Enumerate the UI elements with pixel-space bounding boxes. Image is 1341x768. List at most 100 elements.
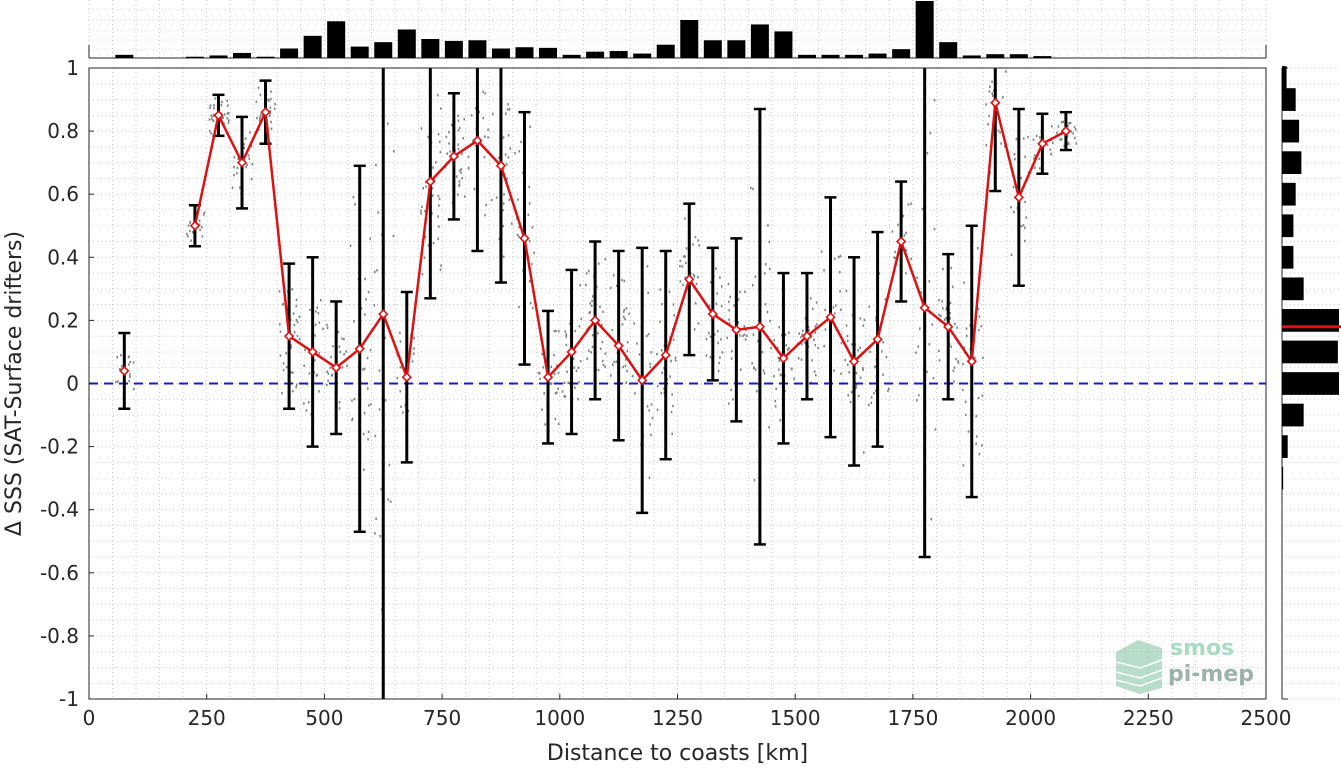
scatter-point bbox=[440, 107, 442, 110]
scatter-point bbox=[425, 185, 427, 188]
x-tick-label: 250 bbox=[188, 706, 226, 730]
scatter-point bbox=[296, 334, 299, 338]
scatter-point bbox=[250, 177, 253, 181]
scatter-point bbox=[814, 343, 817, 347]
scatter-point bbox=[622, 310, 625, 313]
scatter-point bbox=[1074, 128, 1077, 131]
scatter-point bbox=[461, 177, 464, 180]
scatter-point bbox=[800, 342, 803, 346]
scatter-point bbox=[233, 165, 235, 169]
scatter-point bbox=[781, 333, 783, 337]
right-hist-bar bbox=[1282, 466, 1284, 490]
scatter-point bbox=[550, 365, 553, 369]
scatter-point bbox=[343, 337, 345, 341]
scatter-point bbox=[457, 147, 460, 151]
scatter-point bbox=[508, 198, 511, 201]
scatter-point bbox=[220, 103, 223, 107]
scatter-point bbox=[671, 393, 673, 396]
scatter-point bbox=[432, 241, 435, 245]
scatter-point bbox=[621, 278, 623, 282]
top-hist-bar bbox=[491, 48, 510, 58]
scatter-point bbox=[649, 423, 652, 426]
mean-marker bbox=[472, 135, 483, 146]
scatter-point bbox=[399, 331, 401, 335]
scatter-point bbox=[506, 108, 509, 111]
scatter-point bbox=[599, 347, 602, 350]
top-hist-bar bbox=[468, 40, 487, 58]
x-tick-label: 1500 bbox=[770, 706, 821, 730]
scatter-point bbox=[565, 343, 568, 347]
scatter-point bbox=[268, 114, 271, 118]
top-hist-bar bbox=[774, 31, 793, 58]
scatter-point bbox=[274, 102, 276, 106]
scatter-point bbox=[988, 90, 991, 93]
scatter-point bbox=[458, 126, 461, 130]
scatter-point bbox=[503, 193, 505, 196]
scatter-point bbox=[518, 150, 521, 153]
scatter-point bbox=[514, 152, 516, 155]
scatter-point bbox=[226, 112, 229, 115]
scatter-point bbox=[550, 382, 553, 385]
y-tick-label: 0.4 bbox=[47, 245, 79, 269]
mean-marker bbox=[1013, 192, 1024, 203]
top-hist-bar bbox=[797, 54, 816, 58]
scatter-point bbox=[1003, 145, 1006, 148]
scatter-point bbox=[187, 235, 189, 238]
scatter-point bbox=[902, 214, 905, 218]
scatter-point bbox=[682, 255, 685, 258]
scatter-point bbox=[577, 397, 580, 401]
scatter-point bbox=[728, 321, 731, 325]
scatter-point bbox=[541, 408, 543, 411]
scatter-point bbox=[774, 399, 777, 403]
scatter-point bbox=[367, 387, 369, 390]
mean-markers bbox=[119, 97, 1072, 386]
scatter-point bbox=[672, 303, 675, 306]
top-hist-bar bbox=[1009, 54, 1028, 58]
scatter-point bbox=[575, 369, 578, 373]
scatter-point bbox=[1005, 70, 1007, 73]
scatter-point bbox=[448, 131, 450, 134]
scatter-point bbox=[628, 312, 630, 316]
scatter-point bbox=[597, 332, 599, 335]
scatter-point bbox=[529, 301, 532, 305]
scatter-point bbox=[189, 229, 191, 233]
scatter-point bbox=[928, 343, 931, 346]
scatter-point bbox=[1020, 224, 1023, 228]
scatter-point bbox=[341, 366, 344, 369]
scatter-point bbox=[933, 99, 936, 102]
scatter-point bbox=[553, 353, 555, 357]
scatter-point bbox=[318, 352, 320, 355]
scatter-point bbox=[709, 355, 712, 359]
scatter-point bbox=[322, 327, 324, 331]
scatter-point bbox=[809, 297, 812, 300]
scatter-point bbox=[737, 321, 740, 324]
scatter-point bbox=[950, 345, 953, 348]
scatter-point bbox=[448, 142, 450, 145]
scatter-point bbox=[413, 347, 415, 350]
scatter-point bbox=[626, 349, 629, 353]
scatter-point bbox=[684, 217, 686, 220]
scatter-point bbox=[920, 291, 922, 294]
logo-text-pi-mep: pi-mep bbox=[1168, 662, 1254, 687]
mean-marker bbox=[566, 346, 577, 358]
scatter-point bbox=[432, 166, 434, 169]
scatter-point bbox=[349, 244, 352, 247]
scatter-point bbox=[440, 264, 442, 267]
scatter-point bbox=[764, 303, 767, 306]
scatter-point bbox=[399, 390, 402, 393]
scatter-point bbox=[574, 386, 576, 389]
scatter-point bbox=[692, 273, 695, 276]
scatter-point bbox=[921, 207, 924, 211]
scatter-point bbox=[190, 239, 192, 242]
scatter-point bbox=[612, 363, 614, 367]
scatter-point bbox=[938, 359, 941, 362]
scatter-point bbox=[778, 325, 780, 329]
top-hist-bar bbox=[703, 40, 722, 58]
scatter-point bbox=[978, 452, 981, 456]
scatter-point bbox=[977, 396, 980, 400]
scatter-point bbox=[316, 373, 319, 377]
scatter-point bbox=[752, 333, 755, 336]
scatter-point bbox=[247, 154, 250, 157]
scatter-point bbox=[578, 380, 580, 384]
scatter-point bbox=[624, 364, 627, 368]
